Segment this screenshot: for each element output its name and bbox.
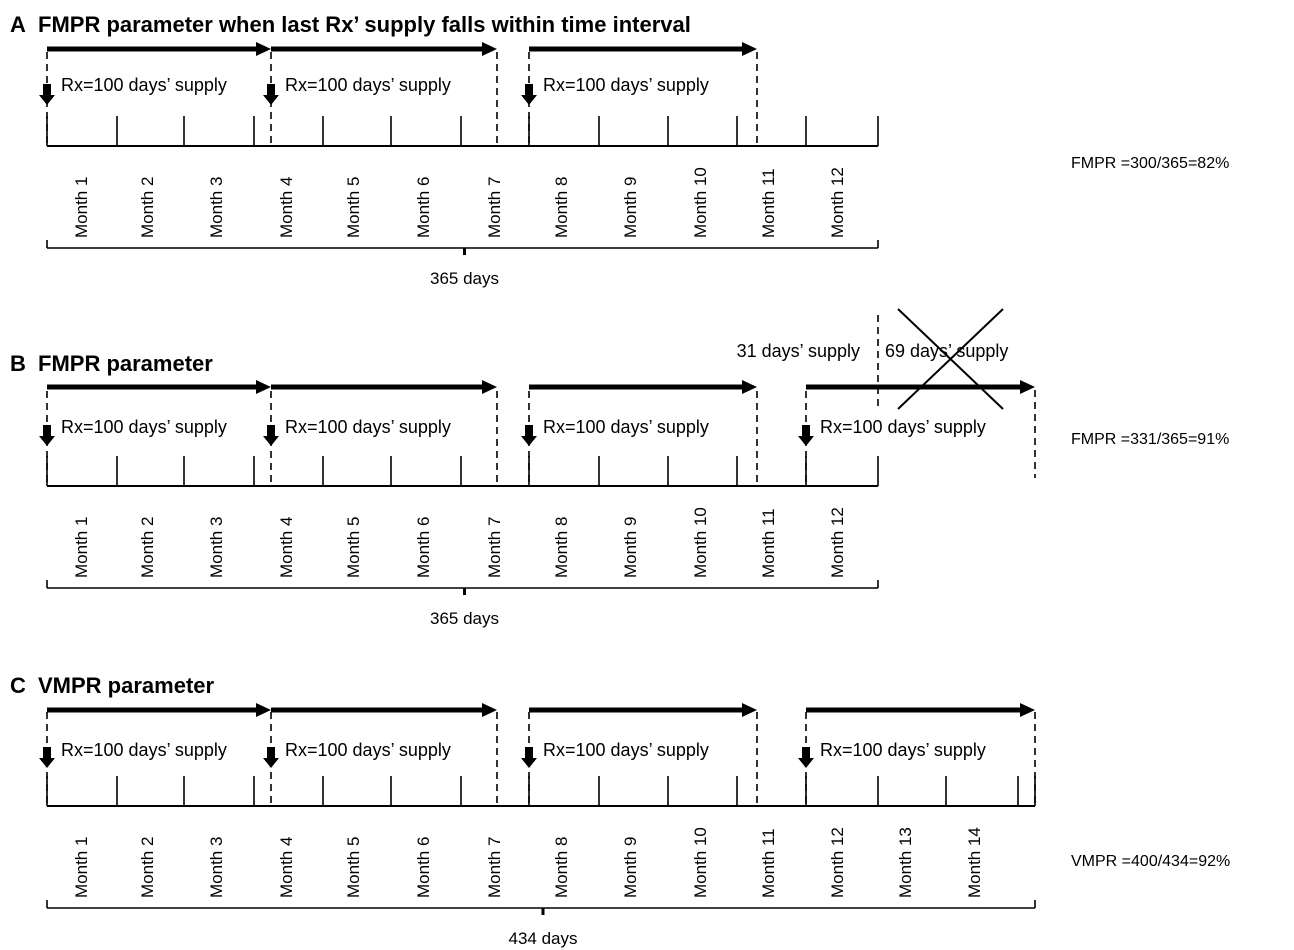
panel-C-month-label-10: Month 10 (691, 827, 710, 898)
panel-A-letter: A (10, 12, 26, 37)
panel-A-month-label-11: Month 11 (759, 168, 778, 238)
panel-B-letter: B (10, 351, 26, 376)
panel-C-supply-arrow-4-head (1020, 703, 1035, 717)
panel-B-month-label-6: Month 6 (414, 517, 433, 578)
panel-C-span-label: 434 days (509, 929, 578, 948)
panel-C-month-label-4: Month 4 (277, 837, 296, 898)
panel-A-month-label-10: Month 10 (691, 167, 710, 238)
panel-B-month-label-12: Month 12 (828, 507, 847, 578)
panel-B-supply-label-1: Rx=100 days’ supply (61, 417, 227, 437)
panel-B-title: FMPR parameter (38, 351, 213, 376)
panel-B-month-label-5: Month 5 (344, 517, 363, 578)
panel-A-month-label-9: Month 9 (621, 177, 640, 238)
panel-C-result: VMPR =400/434=92% (1071, 853, 1230, 870)
panel-A-result: FMPR =300/365=82% (1071, 155, 1229, 172)
panel-A-month-label-1: Month 1 (72, 177, 91, 238)
panel-B-month-label-7: Month 7 (485, 517, 504, 578)
panel-B-month-label-3: Month 3 (207, 517, 226, 578)
panel-C-month-label-2: Month 2 (138, 837, 157, 898)
panel-A-month-label-4: Month 4 (277, 177, 296, 238)
panel-C-month-label-14: Month 14 (965, 827, 984, 898)
panel-C-letter: C (10, 673, 26, 698)
panel-C-month-label-11: Month 11 (759, 828, 778, 898)
panel-C-supply-label-1: Rx=100 days’ supply (61, 740, 227, 760)
panel-A-title: FMPR parameter when last Rx’ supply fall… (38, 12, 691, 37)
panel-A-month-label-7: Month 7 (485, 177, 504, 238)
panel-A-month-label-3: Month 3 (207, 177, 226, 238)
panel-A-supply-label-3: Rx=100 days’ supply (543, 75, 709, 95)
panel-C-supply-label-2: Rx=100 days’ supply (285, 740, 451, 760)
panel-A-supply-label-1: Rx=100 days’ supply (61, 75, 227, 95)
panel-B-supply-label-4: Rx=100 days’ supply (820, 417, 986, 437)
panel-C-month-label-8: Month 8 (552, 837, 571, 898)
panel-C-supply-arrow-3-head (742, 703, 757, 717)
panel-B-supply-label-3: Rx=100 days’ supply (543, 417, 709, 437)
panel-C-supply-label-4: Rx=100 days’ supply (820, 740, 986, 760)
panel-C-month-label-7: Month 7 (485, 837, 504, 898)
panel-B-month-label-9: Month 9 (621, 517, 640, 578)
panel-B-month-label-2: Month 2 (138, 517, 157, 578)
panel-A-supply-arrow-1-head (256, 42, 271, 56)
panel-C-month-label-1: Month 1 (72, 837, 91, 898)
panel-B-result: FMPR =331/365=91% (1071, 431, 1229, 448)
panel-A-supply-arrow-3-head (742, 42, 757, 56)
panel-A-supply-label-2: Rx=100 days’ supply (285, 75, 451, 95)
panel-B-excluded-part-label: 69 days’ supply (885, 341, 1008, 361)
panel-A-month-label-6: Month 6 (414, 177, 433, 238)
panel-B-excluded-cross-2 (897, 308, 1004, 410)
panel-B-month-label-1: Month 1 (72, 517, 91, 578)
panel-C-month-label-13: Month 13 (896, 827, 915, 898)
panel-C-supply-arrow-1-head (256, 703, 271, 717)
panel-C-supply-arrow-2-head (482, 703, 497, 717)
panel-C-month-label-6: Month 6 (414, 837, 433, 898)
panel-B-month-label-4: Month 4 (277, 517, 296, 578)
panel-B-month-label-8: Month 8 (552, 517, 571, 578)
panel-C-month-label-9: Month 9 (621, 837, 640, 898)
panel-B-supply-arrow-3-head (742, 380, 757, 394)
panel-A-month-label-12: Month 12 (828, 167, 847, 238)
panel-B-month-label-10: Month 10 (691, 507, 710, 578)
panel-B-supply-arrow-1-head (256, 380, 271, 394)
panel-B-supply-label-2: Rx=100 days’ supply (285, 417, 451, 437)
panel-B-supply-arrow-2-head (482, 380, 497, 394)
panel-A-month-label-5: Month 5 (344, 177, 363, 238)
panel-B-counted-part-label: 31 days’ supply (737, 341, 860, 361)
panel-B-month-label-11: Month 11 (759, 508, 778, 578)
panel-A-supply-arrow-2-head (482, 42, 497, 56)
panel-B-supply-arrow-4-head (1020, 380, 1035, 394)
panel-C-supply-label-3: Rx=100 days’ supply (543, 740, 709, 760)
panel-C-month-label-5: Month 5 (344, 837, 363, 898)
panel-A-month-label-2: Month 2 (138, 177, 157, 238)
panel-C-title: VMPR parameter (38, 673, 215, 698)
panel-A-month-label-8: Month 8 (552, 177, 571, 238)
panel-A-span-label: 365 days (430, 269, 499, 288)
panel-B-span-label: 365 days (430, 609, 499, 628)
panel-C-month-label-3: Month 3 (207, 837, 226, 898)
panel-C-month-label-12: Month 12 (828, 827, 847, 898)
